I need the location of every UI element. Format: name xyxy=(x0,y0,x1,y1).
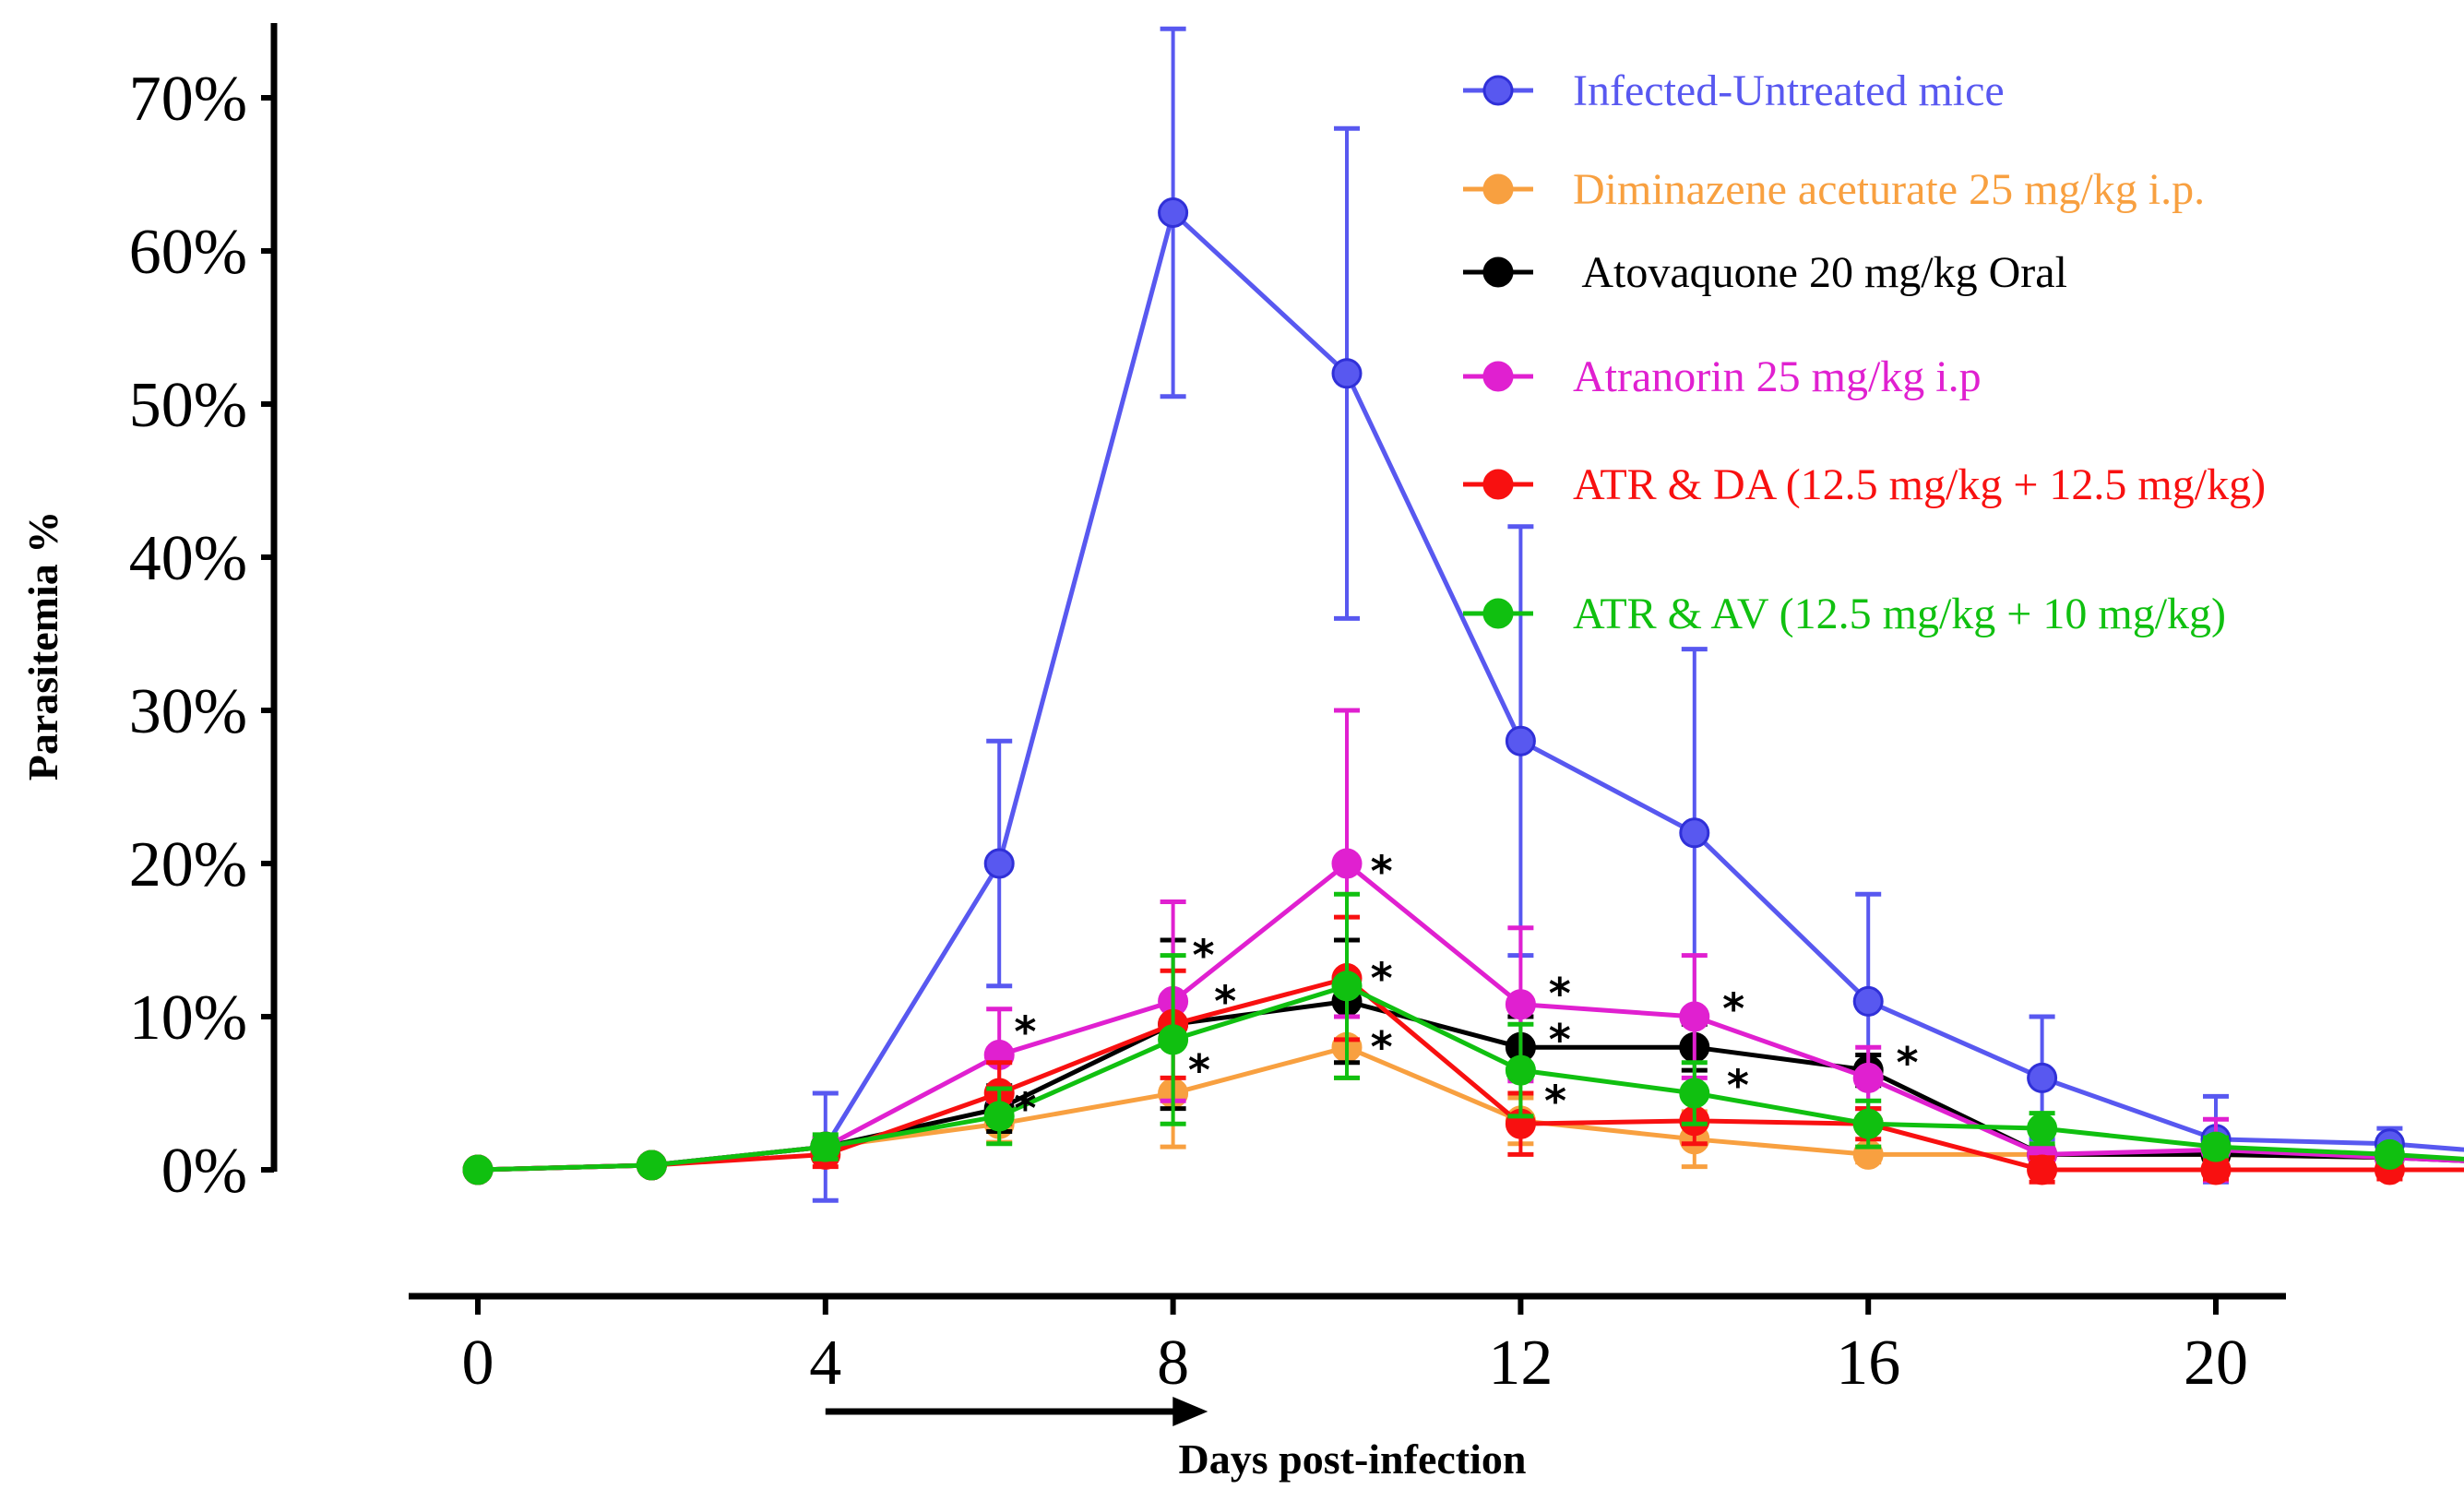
legend-marker xyxy=(1482,361,1514,392)
data-point xyxy=(1331,848,1363,879)
series-line xyxy=(477,998,2464,1173)
significance-star: * xyxy=(1371,1022,1393,1072)
y-tick-label: 30% xyxy=(129,676,247,747)
legend-label: Diminazene aceturate 25 mg/kg i.p. xyxy=(1573,165,2205,214)
x-tick-label: 20 xyxy=(2184,1328,2248,1399)
arrow-head xyxy=(1172,1397,1208,1426)
significance-star: * xyxy=(1014,1084,1036,1134)
legend-marker xyxy=(1482,469,1514,500)
x-ticks: 04812162024 xyxy=(462,1296,2248,1399)
data-point xyxy=(810,1131,841,1162)
data-point xyxy=(1331,358,1363,389)
legend-item: Atovaquone 20 mg/kg Oral xyxy=(1463,248,2067,297)
data-point xyxy=(2200,1131,2232,1162)
data-point xyxy=(1505,989,1536,1020)
data-point xyxy=(1331,971,1363,1002)
x-axis-label: Days post-infection xyxy=(1179,1435,1527,1483)
y-tick-label: 0% xyxy=(161,1136,247,1207)
legend-item: Diminazene aceturate 25 mg/kg i.p. xyxy=(1463,165,2205,214)
legend-label: ATR & AV (12.5 mg/kg + 10 mg/kg) xyxy=(1573,590,2226,638)
significance-star: * xyxy=(1188,1045,1210,1095)
data-point xyxy=(1852,1108,1884,1139)
y-tick-label: 40% xyxy=(129,523,247,594)
series-5 xyxy=(462,891,2464,1185)
data-point xyxy=(1158,197,1189,228)
significance-star: * xyxy=(1549,1015,1571,1065)
data-point xyxy=(2374,1138,2405,1170)
significance-star: * xyxy=(1897,1038,1919,1088)
data-point xyxy=(2027,1113,2058,1144)
x-tick-label: 4 xyxy=(809,1328,841,1399)
series-layer xyxy=(462,26,2464,1203)
legend-label: ATR & DA (12.5 mg/kg + 12.5 mg/kg) xyxy=(1573,460,2266,509)
significance-stars: ************* * xyxy=(1014,846,1918,1133)
legend-marker xyxy=(1482,75,1514,106)
legend-marker xyxy=(1482,598,1514,629)
series-2 xyxy=(462,937,2464,1185)
y-tick-label: 50% xyxy=(129,370,247,441)
legend-label: Atovaquone 20 mg/kg Oral xyxy=(1573,248,2067,297)
data-point xyxy=(1679,817,1710,849)
data-point xyxy=(2027,1062,2058,1093)
x-tick-label: 8 xyxy=(1157,1328,1189,1399)
series-line xyxy=(477,208,2464,1173)
series-line xyxy=(477,983,2464,1173)
legend-label: Atranorin 25 mg/kg i.p xyxy=(1573,352,1982,401)
axes: Parasitemia % Days post-infection xyxy=(19,23,2286,1483)
data-point xyxy=(636,1150,667,1181)
significance-star: * xyxy=(1549,969,1571,1019)
y-axis-label: Parasitemia % xyxy=(19,511,66,781)
significance-star: * xyxy=(1014,1007,1036,1057)
significance-star: * xyxy=(1727,1061,1749,1111)
y-tick-label: 10% xyxy=(129,983,247,1054)
data-point xyxy=(983,1101,1015,1132)
x-tick-label: 0 xyxy=(462,1328,494,1399)
legend-item: ATR & AV (12.5 mg/kg + 10 mg/kg) xyxy=(1463,590,2226,638)
significance-star: * xyxy=(1371,954,1393,1004)
data-point xyxy=(1505,1054,1536,1086)
data-point xyxy=(1679,1078,1710,1109)
legend: Infected-Untreated mice Diminazene acetur… xyxy=(1463,66,2266,638)
data-point xyxy=(2027,1154,2058,1185)
legend-marker xyxy=(1482,256,1514,288)
treatment-period-arrow xyxy=(825,1397,1208,1426)
significance-star: * xyxy=(1371,846,1393,896)
y-tick-label: 60% xyxy=(129,217,247,288)
y-ticks: 0% 10% 20% 30% 40% 50% 60% 70% xyxy=(129,64,274,1207)
data-point xyxy=(983,848,1015,879)
series-3 xyxy=(462,708,2464,1185)
data-point xyxy=(1505,725,1536,756)
legend-label: Infected-Untreated mice xyxy=(1573,66,2005,115)
legend-marker xyxy=(1482,173,1514,205)
x-tick-label: 12 xyxy=(1488,1328,1553,1399)
data-point xyxy=(1852,1062,1884,1093)
y-tick-label: 70% xyxy=(129,64,247,135)
data-point xyxy=(1852,985,1884,1017)
significance-star: * xyxy=(1193,931,1215,981)
legend-item: Atranorin 25 mg/kg i.p xyxy=(1463,352,1982,401)
significance-star: * xyxy=(1544,1076,1566,1126)
data-point xyxy=(1158,1024,1189,1055)
data-point xyxy=(462,1154,494,1185)
data-point xyxy=(1679,1001,1710,1032)
x-tick-label: 16 xyxy=(1836,1328,1900,1399)
legend-item: ATR & DA (12.5 mg/kg + 12.5 mg/kg) xyxy=(1463,460,2266,509)
significance-star: * xyxy=(1722,984,1744,1034)
significance-star: * xyxy=(1214,976,1236,1026)
y-tick-label: 20% xyxy=(129,829,247,900)
legend-item: Infected-Untreated mice xyxy=(1463,66,2005,115)
